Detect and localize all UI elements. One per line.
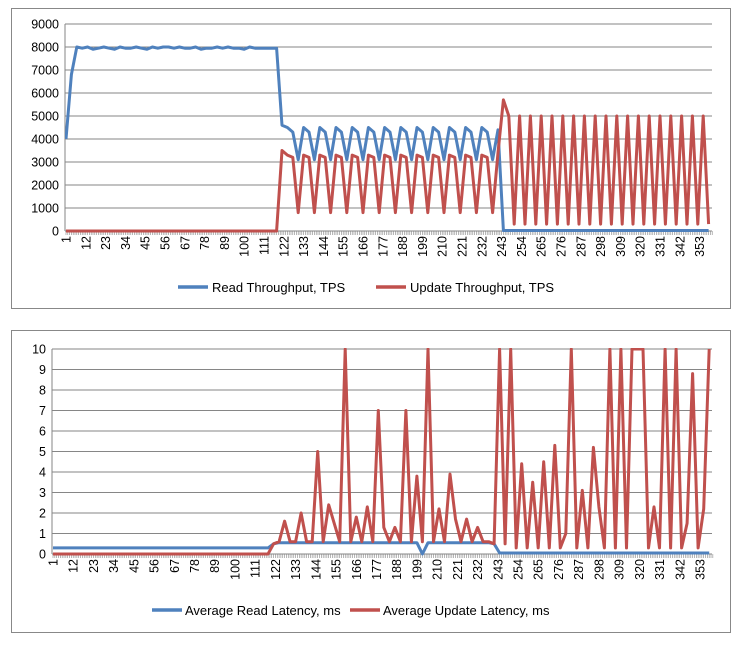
x-tick-label: 78 [198, 236, 212, 250]
x-tick-label: 1 [60, 236, 74, 243]
y-tick-label: 0 [39, 548, 46, 562]
x-tick-label: 144 [309, 559, 323, 580]
x-tick-label: 1 [47, 559, 61, 566]
y-tick-label: 7 [39, 404, 46, 418]
x-tick-label: 89 [208, 559, 222, 573]
x-tick-label: 287 [572, 559, 586, 580]
x-tick-label: 221 [451, 559, 465, 580]
x-tick-label: 353 [693, 236, 707, 257]
x-tick-label: 254 [512, 559, 526, 580]
x-tick-label: 254 [515, 236, 529, 257]
throughput-chart: Read Throughput, TPS Update Throughput, … [11, 8, 731, 309]
x-tick-label: 331 [653, 559, 667, 580]
x-tick-label: 166 [357, 236, 371, 257]
x-tick-label: 265 [535, 236, 549, 257]
x-tick-label: 34 [107, 559, 121, 573]
series-line-average-update-latency-ms [53, 348, 711, 556]
x-tick-label: 276 [552, 559, 566, 580]
legend-label-read-latency: Average Read Latency, ms [185, 603, 341, 618]
x-tick-label: 144 [317, 236, 331, 257]
y-tick-label: 1 [39, 527, 46, 541]
x-tick-label: 122 [277, 236, 291, 257]
y-tick-label: 9000 [31, 18, 59, 32]
series-line-update-throughput-tps [66, 98, 711, 233]
x-tick-label: 232 [471, 559, 485, 580]
x-tick-label: 45 [139, 236, 153, 250]
y-tick-label: 7000 [31, 64, 59, 78]
x-tick-label: 331 [654, 236, 668, 257]
x-tick-label: 34 [119, 236, 133, 250]
x-tick-label: 232 [475, 236, 489, 257]
x-tick-label: 243 [491, 559, 505, 580]
y-tick-label: 2000 [31, 179, 59, 193]
y-tick-label: 5000 [31, 110, 59, 124]
series-line-average-read-latency-ms [53, 541, 710, 556]
x-tick-label: 188 [396, 236, 410, 257]
x-tick-label: 56 [148, 559, 162, 573]
x-tick-label: 210 [436, 236, 450, 257]
x-tick-label: 320 [633, 559, 647, 580]
y-tick-label: 4000 [31, 133, 59, 147]
x-tick-label: 133 [289, 559, 303, 580]
x-tick-label: 353 [693, 559, 707, 580]
legend-label-update-throughput: Update Throughput, TPS [410, 280, 554, 295]
x-tick-label: 243 [495, 236, 509, 257]
x-tick-label: 265 [532, 559, 546, 580]
x-tick-label: 78 [188, 559, 202, 573]
x-tick-label: 133 [297, 236, 311, 257]
y-tick-label: 1000 [31, 202, 59, 216]
x-tick-label: 56 [159, 236, 173, 250]
x-tick-label: 45 [127, 559, 141, 573]
y-tick-label: 2 [39, 507, 46, 521]
chart-border [11, 8, 731, 309]
x-tick-label: 67 [168, 559, 182, 573]
x-tick-label: 111 [258, 236, 272, 255]
x-tick-label: 221 [456, 236, 470, 257]
x-tick-label: 287 [574, 236, 588, 257]
y-tick-label: 3 [39, 486, 46, 500]
x-tick-label: 100 [238, 236, 252, 257]
x-tick-label: 111 [249, 559, 263, 578]
x-tick-label: 309 [614, 236, 628, 257]
x-tick-label: 100 [228, 559, 242, 580]
x-tick-label: 12 [67, 559, 81, 573]
x-tick-label: 298 [594, 236, 608, 257]
y-tick-label: 8 [39, 384, 46, 398]
y-tick-label: 5 [39, 445, 46, 459]
x-tick-label: 67 [178, 236, 192, 250]
y-tick-label: 0 [52, 225, 59, 239]
x-tick-label: 199 [416, 236, 430, 257]
y-tick-label: 3000 [31, 156, 59, 170]
legend-label-read-throughput: Read Throughput, TPS [212, 280, 346, 295]
x-tick-label: 276 [555, 236, 569, 257]
y-tick-label: 10 [32, 343, 46, 357]
x-tick-label: 342 [673, 236, 687, 257]
x-tick-label: 177 [370, 559, 384, 580]
y-tick-label: 4 [39, 466, 46, 480]
x-tick-label: 320 [634, 236, 648, 257]
y-tick-label: 8000 [31, 41, 59, 55]
x-tick-label: 309 [613, 559, 627, 580]
y-tick-label: 6 [39, 425, 46, 439]
x-tick-label: 177 [376, 236, 390, 257]
x-tick-label: 188 [390, 559, 404, 580]
legend-label-update-latency: Average Update Latency, ms [383, 603, 550, 618]
x-tick-label: 155 [337, 236, 351, 257]
x-tick-label: 155 [330, 559, 344, 580]
y-tick-label: 6000 [31, 87, 59, 101]
x-tick-label: 122 [269, 559, 283, 580]
x-tick-label: 199 [410, 559, 424, 580]
series-line-read-throughput-tps [65, 45, 709, 232]
x-tick-label: 298 [592, 559, 606, 580]
x-tick-label: 12 [79, 236, 93, 250]
latency-chart: Average Read Latency, ms Average Update … [11, 330, 731, 633]
y-tick-label: 9 [39, 363, 46, 377]
x-tick-label: 23 [99, 236, 113, 250]
x-tick-label: 23 [87, 559, 101, 573]
x-tick-label: 89 [218, 236, 232, 250]
x-tick-label: 210 [431, 559, 445, 580]
x-tick-label: 166 [350, 559, 364, 580]
x-tick-label: 342 [673, 559, 687, 580]
